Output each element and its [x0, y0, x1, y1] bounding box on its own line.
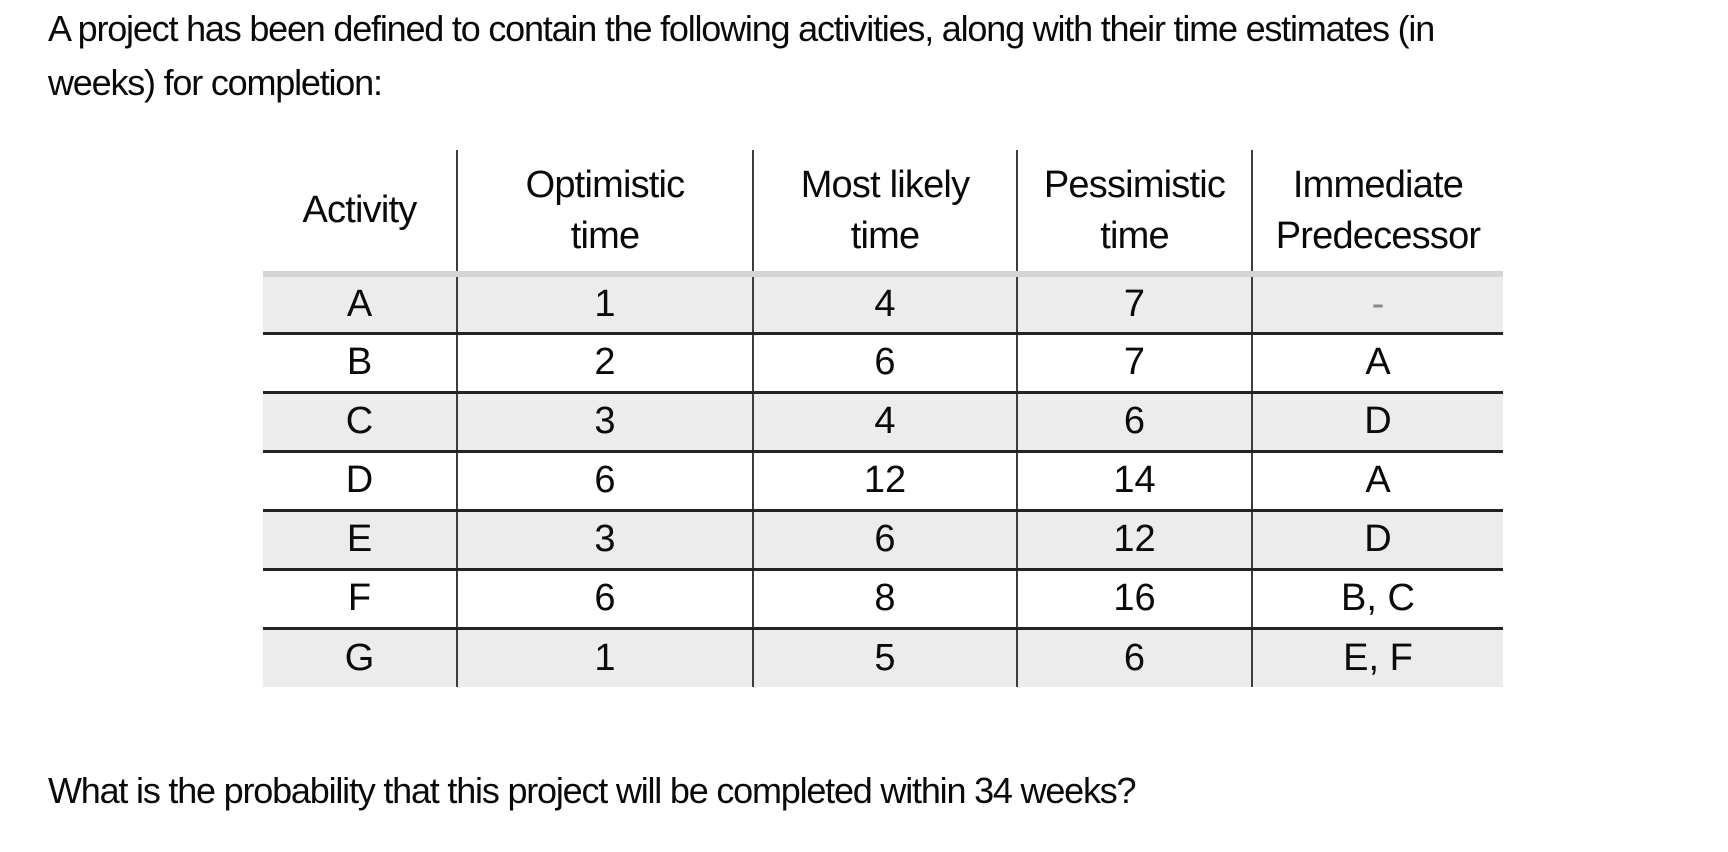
- header-row: Activity Optimistic time Most likely tim…: [263, 150, 1503, 274]
- cell-predecessor: D: [1251, 392, 1503, 451]
- cell-optimistic: 3: [456, 392, 753, 451]
- cell-activity: C: [345, 400, 374, 442]
- cell-most-likely: 4: [752, 392, 1017, 451]
- table-row-a: A 1 4 7 -: [263, 274, 1503, 333]
- table-row-g: G 1 5 6 E, F: [263, 628, 1503, 687]
- column-header-most-likely-time: Most likely time: [752, 150, 1017, 274]
- cell-optimistic: 1: [456, 274, 753, 333]
- table-row-d: D 6 12 14 A: [263, 451, 1503, 510]
- cell-predecessor: B, C: [1251, 569, 1503, 628]
- table-row-f: F 6 8 16 B, C: [263, 569, 1503, 628]
- cell-pessimistic: 6: [1016, 392, 1252, 451]
- cell-activity: D: [345, 459, 374, 501]
- cell-pessimistic: 6: [1016, 628, 1252, 687]
- cell-optimistic: 6: [456, 451, 753, 510]
- cell-most-likely: 12: [752, 451, 1017, 510]
- cell-optimistic: 2: [456, 333, 753, 392]
- question-text: What is the probability that this projec…: [48, 770, 1137, 811]
- cell-pessimistic: 7: [1016, 274, 1252, 333]
- column-header-immediate-predecessor: Immediate Predecessor: [1251, 150, 1503, 274]
- cell-optimistic: 1: [456, 628, 753, 687]
- cell-most-likely: 5: [752, 628, 1017, 687]
- cell-activity: E: [346, 518, 373, 560]
- cell-most-likely: 4: [752, 274, 1017, 333]
- cell-most-likely: 6: [752, 510, 1017, 569]
- cell-activity: G: [344, 636, 375, 679]
- activity-table: Activity Optimistic time Most likely tim…: [263, 150, 1503, 687]
- cell-optimistic: 3: [456, 510, 753, 569]
- cell-most-likely: 6: [752, 333, 1017, 392]
- cell-predecessor: -: [1251, 274, 1503, 333]
- table-row-c: C 3 4 6 D: [263, 392, 1503, 451]
- cell-most-likely: 8: [752, 569, 1017, 628]
- problem-statement: A project has been defined to contain th…: [48, 8, 1435, 103]
- cell-optimistic: 6: [456, 569, 753, 628]
- cell-pessimistic: 12: [1016, 510, 1252, 569]
- cell-predecessor: A: [1251, 451, 1503, 510]
- cell-activity: B: [346, 341, 373, 383]
- cell-predecessor: E, F: [1251, 628, 1503, 687]
- cell-pessimistic: 16: [1016, 569, 1252, 628]
- cell-pessimistic: 7: [1016, 333, 1252, 392]
- cell-pessimistic: 14: [1016, 451, 1252, 510]
- cell-activity: F: [347, 577, 372, 619]
- column-header-pessimistic-time: Pessimistic time: [1016, 150, 1252, 274]
- table-row-e: E 3 6 12 D: [263, 510, 1503, 569]
- cell-predecessor: A: [1251, 333, 1503, 392]
- column-header-optimistic-time: Optimistic time: [456, 150, 753, 274]
- cell-activity: A: [346, 282, 373, 325]
- table-row-b: B 2 6 7 A: [263, 333, 1503, 392]
- column-header-activity: Activity: [263, 150, 457, 274]
- cell-predecessor: D: [1251, 510, 1503, 569]
